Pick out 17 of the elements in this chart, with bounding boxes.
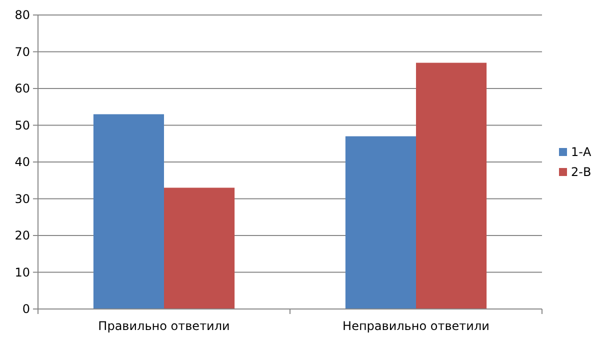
y-tick-label: 50	[14, 118, 30, 132]
y-tick-label: 10	[14, 265, 30, 280]
x-tick-label: Правильно ответили	[98, 319, 230, 333]
legend-label: 2-В	[571, 165, 592, 180]
y-tick-label: 40	[14, 155, 30, 170]
y-tick-label: 0	[22, 302, 30, 316]
y-tick-label: 20	[14, 228, 30, 243]
y-tick-label: 60	[14, 82, 30, 96]
bar	[164, 188, 235, 309]
x-tick-label: Неправильно ответили	[342, 319, 490, 333]
legend-label: 1-А	[571, 145, 592, 160]
y-tick-label: 70	[14, 44, 30, 59]
y-tick-label: 30	[14, 192, 30, 206]
bar	[416, 62, 487, 309]
y-tick-label: 80	[14, 8, 30, 22]
bar	[93, 114, 164, 309]
bar	[345, 136, 416, 309]
